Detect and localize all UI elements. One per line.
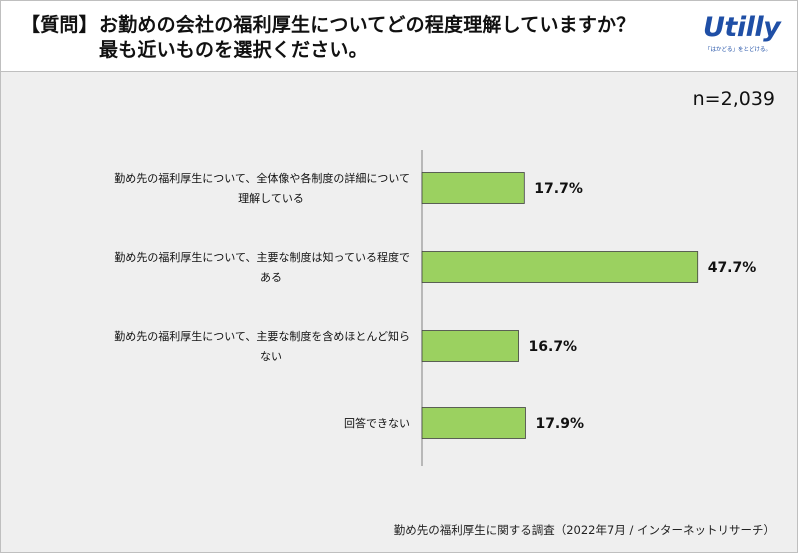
sample-size-label: n=2,039 <box>692 88 775 110</box>
category-label: ない <box>260 350 282 363</box>
category-label: 勤め先の福利厚生について、主要な制度を含めほとんど知ら <box>114 329 410 343</box>
title-line-1: 【質問】お勤めの会社の福利厚生についてどの程度理解していますか？ <box>21 13 681 38</box>
question-tag: 【質問】 <box>21 14 98 36</box>
title-text-1: お勤めの会社の福利厚生についてどの程度理解していますか？ <box>99 14 636 36</box>
bar <box>421 330 519 362</box>
value-label: 16.7% <box>529 339 578 355</box>
category-label: 理解している <box>238 191 304 205</box>
category-label: 勤め先の福利厚生について、主要な制度は知っている程度で <box>114 250 410 264</box>
category-label: 回答できない <box>344 416 410 430</box>
brand-logo: Utilly 「はかどる」をとどける。 <box>703 12 781 54</box>
bar <box>421 407 526 439</box>
bar <box>421 251 699 283</box>
value-label: 47.7% <box>708 260 757 276</box>
header: 【質問】お勤めの会社の福利厚生についてどの程度理解していますか？ 最も近いものを… <box>1 1 797 72</box>
value-label: 17.9% <box>535 416 584 432</box>
chart-body: n=2,039 17.7% 勤め先の福利厚生について、全体像や各制度の詳細について… <box>1 72 797 552</box>
logo-wordmark: Utilly <box>703 12 781 43</box>
bar <box>421 172 525 204</box>
title-line-2: 最も近いものを選択ください。 <box>99 39 368 61</box>
question-title: 【質問】お勤めの会社の福利厚生についてどの程度理解していますか？ 最も近いものを… <box>21 13 681 63</box>
source-footnote: 勤め先の福利厚生に関する調査（2022年7月 / インターネットリサーチ） <box>393 523 775 537</box>
value-label: 17.7% <box>534 181 583 197</box>
category-label: 勤め先の福利厚生について、全体像や各制度の詳細について <box>114 171 410 185</box>
category-label: ある <box>260 271 282 284</box>
logo-tagline: 「はかどる」をとどける。 <box>704 47 771 53</box>
